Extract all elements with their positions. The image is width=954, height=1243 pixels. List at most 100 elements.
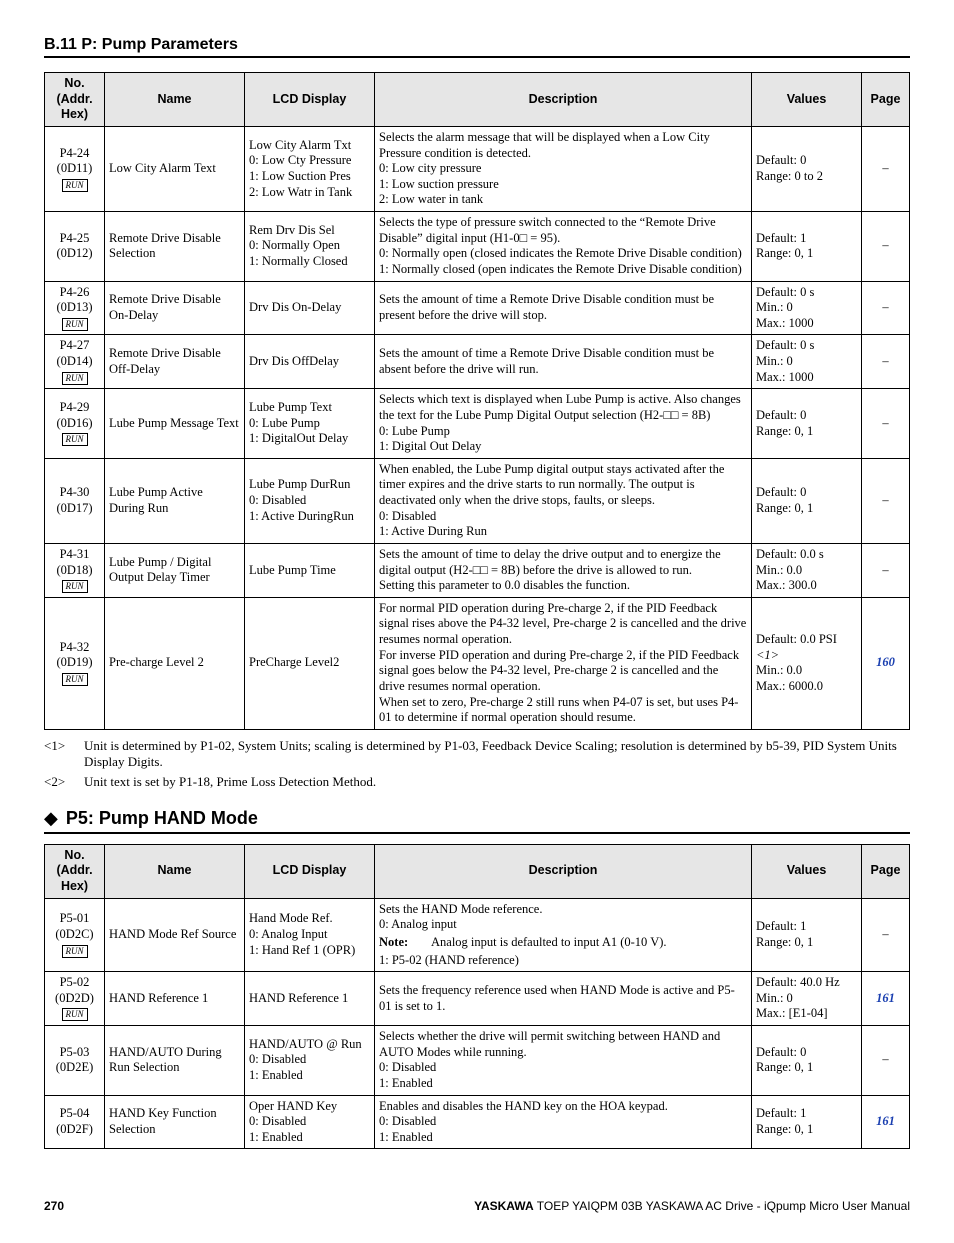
cell-values: Default: 1Range: 0, 1 (752, 1095, 862, 1149)
table-row: P4-29(0D16)RUNLube Pump Message TextLube… (45, 389, 910, 459)
cell-no: P5-04(0D2F) (45, 1095, 105, 1149)
cell-lcd: Drv Dis OffDelay (245, 335, 375, 389)
cell-page: – (862, 543, 910, 597)
table-row: P4-26(0D13)RUNRemote Drive Disable On-De… (45, 281, 910, 335)
cell-page: 160 (862, 597, 910, 729)
page-link[interactable]: 161 (876, 991, 895, 1005)
cell-desc: Sets the frequency reference used when H… (375, 972, 752, 1026)
cell-values: Default: 0.0 sMin.: 0.0Max.: 300.0 (752, 543, 862, 597)
cell-name: HAND/AUTO During Run Selection (105, 1026, 245, 1096)
cell-lcd: Drv Dis On-Delay (245, 281, 375, 335)
cell-page: – (862, 458, 910, 543)
pump-parameters-table: No.(Addr.Hex) Name LCD Display Descripti… (44, 72, 910, 730)
header-no: No.(Addr.Hex) (45, 844, 105, 898)
cell-page: – (862, 126, 910, 211)
cell-values: Default: 40.0 HzMin.: 0Max.: [E1-04] (752, 972, 862, 1026)
table-header: No.(Addr.Hex) Name LCD Display Descripti… (45, 844, 910, 898)
cell-desc: Selects the alarm message that will be d… (375, 126, 752, 211)
cell-lcd: Lube Pump Time (245, 543, 375, 597)
page-link[interactable]: 161 (876, 1114, 895, 1128)
run-tag: RUN (62, 433, 88, 446)
footnote-row: <2>Unit text is set by P1-18, Prime Loss… (44, 774, 910, 790)
cell-no: P5-03(0D2E) (45, 1026, 105, 1096)
cell-desc: Sets the amount of time a Remote Drive D… (375, 281, 752, 335)
run-tag: RUN (62, 580, 88, 593)
cell-page: 161 (862, 1095, 910, 1149)
cell-desc: Enables and disables the HAND key on the… (375, 1095, 752, 1149)
header-desc: Description (375, 844, 752, 898)
table-row: P4-32(0D19)RUNPre-charge Level 2PreCharg… (45, 597, 910, 729)
cell-desc: Selects whether the drive will permit sw… (375, 1026, 752, 1096)
cell-lcd: Lube Pump DurRun0: Disabled1: Active Dur… (245, 458, 375, 543)
footer-text: TOEP YAIQPM 03B YASKAWA AC Drive - iQpum… (534, 1199, 910, 1213)
cell-name: Lube Pump Message Text (105, 389, 245, 459)
page-footer: 270 YASKAWA TOEP YAIQPM 03B YASKAWA AC D… (44, 1199, 910, 1213)
table-row: P4-25(0D12)Remote Drive Disable Selectio… (45, 212, 910, 282)
footnotes: <1>Unit is determined by P1-02, System U… (44, 738, 910, 790)
subsection-title: P5: Pump HAND Mode (66, 808, 258, 829)
table-row: P4-31(0D18)RUNLube Pump / Digital Output… (45, 543, 910, 597)
cell-page: – (862, 212, 910, 282)
run-tag: RUN (62, 673, 88, 686)
header-desc: Description (375, 73, 752, 127)
cell-values: Default: 0 sMin.: 0Max.: 1000 (752, 281, 862, 335)
cell-name: HAND Key Function Selection (105, 1095, 245, 1149)
table-row: P4-30(0D17)Lube Pump Active During RunLu… (45, 458, 910, 543)
footnote-text: Unit text is set by P1-18, Prime Loss De… (84, 774, 910, 790)
table-row: P5-03(0D2E)HAND/AUTO During Run Selectio… (45, 1026, 910, 1096)
cell-desc: Sets the HAND Mode reference.0: Analog i… (375, 898, 752, 972)
cell-no: P4-32(0D19)RUN (45, 597, 105, 729)
cell-no: P4-29(0D16)RUN (45, 389, 105, 459)
table-header: No.(Addr.Hex) Name LCD Display Descripti… (45, 73, 910, 127)
cell-values: Default: 1Range: 0, 1 (752, 898, 862, 972)
table-row: P4-24(0D11)RUNLow City Alarm TextLow Cit… (45, 126, 910, 211)
cell-lcd: PreCharge Level2 (245, 597, 375, 729)
cell-name: Lube Pump / Digital Output Delay Timer (105, 543, 245, 597)
cell-no: P4-25(0D12) (45, 212, 105, 282)
table-row: P4-27(0D14)RUNRemote Drive Disable Off-D… (45, 335, 910, 389)
diamond-icon: ◆ (44, 809, 58, 827)
cell-lcd: HAND Reference 1 (245, 972, 375, 1026)
cell-values: Default: 0.0 PSI<1>Min.: 0.0Max.: 6000.0 (752, 597, 862, 729)
page-link[interactable]: 160 (876, 655, 895, 669)
cell-desc: Sets the amount of time to delay the dri… (375, 543, 752, 597)
cell-no: P4-24(0D11)RUN (45, 126, 105, 211)
cell-no: P4-31(0D18)RUN (45, 543, 105, 597)
cell-values: Default: 0 sMin.: 0Max.: 1000 (752, 335, 862, 389)
cell-lcd: HAND/AUTO @ Run0: Disabled1: Enabled (245, 1026, 375, 1096)
header-values: Values (752, 844, 862, 898)
header-lcd: LCD Display (245, 844, 375, 898)
cell-name: Remote Drive Disable Off-Delay (105, 335, 245, 389)
cell-page: – (862, 1026, 910, 1096)
header-no: No.(Addr.Hex) (45, 73, 105, 127)
subsection-heading: ◆ P5: Pump HAND Mode (44, 808, 910, 834)
footnote-row: <1>Unit is determined by P1-02, System U… (44, 738, 910, 770)
run-tag: RUN (62, 945, 88, 958)
footnote-text: Unit is determined by P1-02, System Unit… (84, 738, 910, 770)
cell-desc: When enabled, the Lube Pump digital outp… (375, 458, 752, 543)
cell-lcd: Rem Drv Dis Sel0: Normally Open1: Normal… (245, 212, 375, 282)
header-values: Values (752, 73, 862, 127)
cell-name: Remote Drive Disable On-Delay (105, 281, 245, 335)
footer-page-number: 270 (44, 1199, 64, 1213)
cell-name: HAND Reference 1 (105, 972, 245, 1026)
cell-desc: Selects which text is displayed when Lub… (375, 389, 752, 459)
footnote-tag: <2> (44, 774, 84, 790)
cell-desc: Selects the type of pressure switch conn… (375, 212, 752, 282)
table-row: P5-04(0D2F)HAND Key Function SelectionOp… (45, 1095, 910, 1149)
header-name: Name (105, 844, 245, 898)
section-heading: B.11 P: Pump Parameters (44, 36, 910, 58)
cell-values: Default: 1Range: 0, 1 (752, 212, 862, 282)
cell-desc: Sets the amount of time a Remote Drive D… (375, 335, 752, 389)
table-row: P5-02(0D2D)RUNHAND Reference 1HAND Refer… (45, 972, 910, 1026)
cell-name: Low City Alarm Text (105, 126, 245, 211)
cell-no: P5-02(0D2D)RUN (45, 972, 105, 1026)
footer-manual-title: YASKAWA TOEP YAIQPM 03B YASKAWA AC Drive… (474, 1199, 910, 1213)
cell-name: HAND Mode Ref Source (105, 898, 245, 972)
cell-name: Remote Drive Disable Selection (105, 212, 245, 282)
cell-page: – (862, 389, 910, 459)
cell-values: Default: 0Range: 0 to 2 (752, 126, 862, 211)
cell-lcd: Oper HAND Key0: Disabled1: Enabled (245, 1095, 375, 1149)
run-tag: RUN (62, 1008, 88, 1021)
cell-name: Lube Pump Active During Run (105, 458, 245, 543)
